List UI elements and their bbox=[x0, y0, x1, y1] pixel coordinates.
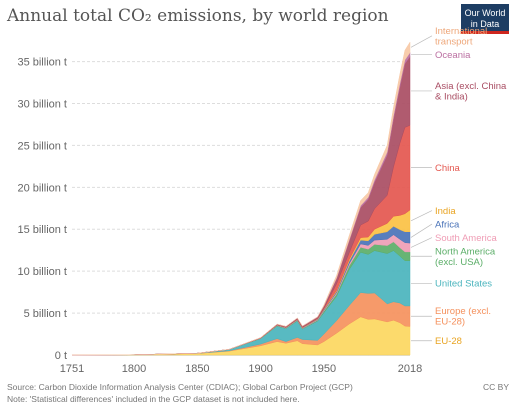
legend-label: International transport bbox=[435, 26, 487, 48]
x-tick-label: 1751 bbox=[60, 363, 84, 375]
legend-label: Oceania bbox=[435, 50, 471, 61]
legend-connector bbox=[410, 223, 433, 238]
y-tick-label: 30 billion t bbox=[17, 98, 67, 110]
y-tick-label: 0 t bbox=[55, 350, 67, 362]
y-tick-label: 25 billion t bbox=[17, 140, 67, 152]
area-international-transport bbox=[71, 41, 411, 356]
x-tick-label: 1900 bbox=[248, 363, 272, 375]
x-tick-label: 1850 bbox=[185, 363, 209, 375]
y-tick-label: 15 billion t bbox=[17, 224, 67, 236]
legend-label: Europe (excl. EU-28) bbox=[435, 306, 491, 328]
logo-line-2: in Data bbox=[470, 19, 500, 29]
legend-label: India bbox=[435, 206, 456, 217]
legend-connector bbox=[410, 35, 433, 48]
logo-line-1: Our World bbox=[464, 8, 506, 18]
dataset-note: Note: 'Statistical differences' included… bbox=[7, 394, 300, 404]
y-tick-label: 20 billion t bbox=[17, 182, 67, 194]
source-note: Source: Carbon Dioxide Information Analy… bbox=[7, 382, 353, 392]
chart-title: Annual total CO₂ emissions, by world reg… bbox=[7, 6, 389, 26]
legend-label: South America bbox=[435, 233, 497, 244]
legend-label: China bbox=[435, 163, 461, 174]
x-tick-label: 1950 bbox=[312, 363, 336, 375]
x-tick-label: 2018 bbox=[398, 363, 422, 375]
license-link[interactable]: CC BY bbox=[483, 382, 509, 392]
legend-label: United States bbox=[435, 279, 492, 290]
legend-label: North America (excl. USA) bbox=[435, 246, 496, 268]
legend-label: Asia (excl. China & India) bbox=[435, 81, 507, 103]
legend-label: Africa bbox=[435, 219, 460, 230]
owid-logo[interactable]: Our World in Data bbox=[461, 4, 509, 34]
stacked-area-chart: 0 t 5 billion t 10 billion t 15 billion t 20… bbox=[17, 26, 507, 375]
y-tick-label: 5 billion t bbox=[24, 308, 67, 320]
legend-connector bbox=[410, 237, 433, 248]
legend-label: EU-28 bbox=[435, 336, 462, 347]
y-tick-label: 35 billion t bbox=[17, 57, 67, 69]
legend-connector bbox=[410, 210, 433, 222]
x-tick-label: 1800 bbox=[122, 363, 146, 375]
y-tick-label: 10 billion t bbox=[17, 266, 67, 278]
